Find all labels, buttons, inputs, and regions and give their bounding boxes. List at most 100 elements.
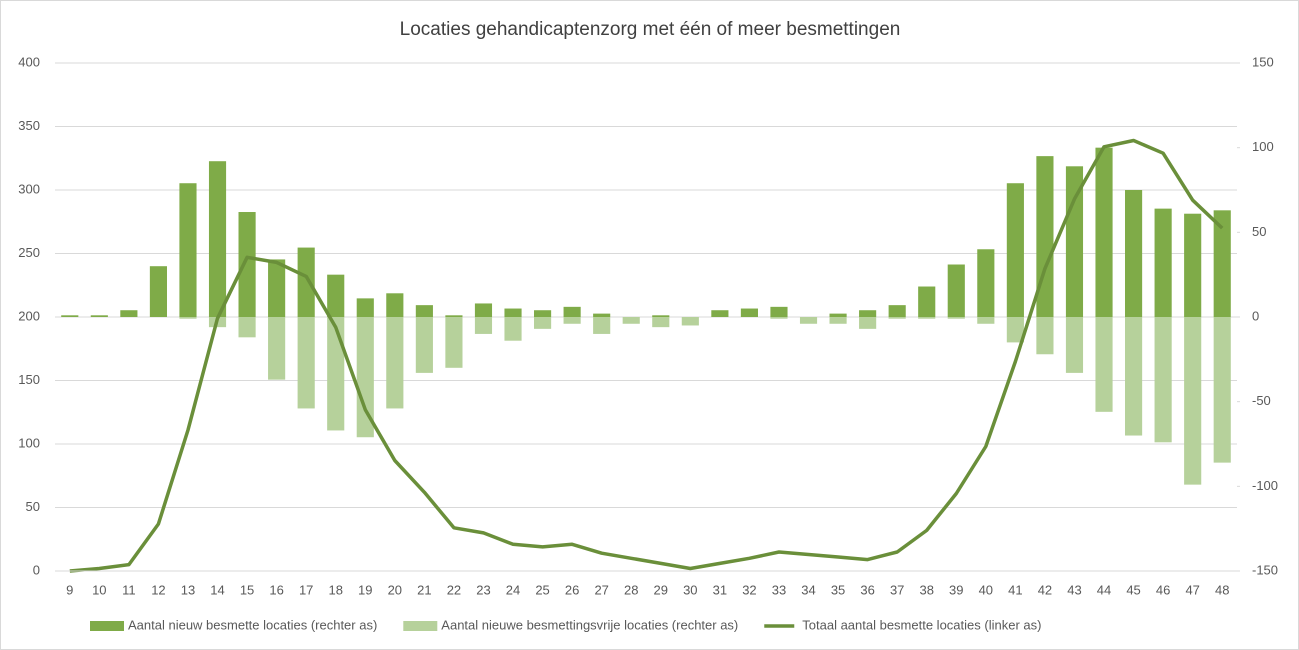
bar <box>1095 147 1113 317</box>
bar <box>179 317 197 319</box>
y2-tick-label: 100 <box>1252 139 1274 154</box>
x-tick-label: 26 <box>565 582 579 597</box>
x-tick-label: 24 <box>506 582 520 597</box>
bar <box>1095 317 1113 412</box>
x-tick-label: 43 <box>1067 582 1081 597</box>
x-tick-label: 37 <box>890 582 904 597</box>
bar <box>563 306 581 317</box>
bar <box>474 303 493 317</box>
bar <box>1184 213 1202 317</box>
legend-swatch <box>90 621 124 631</box>
line <box>69 138 1224 573</box>
bar <box>208 161 227 317</box>
x-tick-label: 23 <box>476 582 490 597</box>
x-tick-label: 19 <box>358 582 372 597</box>
chart-title: Locaties gehandicaptenzorg met één of me… <box>400 19 901 40</box>
bar <box>859 310 877 317</box>
x-tick-label: 16 <box>269 582 283 597</box>
bar <box>504 317 522 341</box>
bar <box>386 317 404 409</box>
x-tick-label: 13 <box>181 582 195 597</box>
bar <box>711 310 729 317</box>
bar <box>386 293 404 317</box>
bar <box>652 315 670 317</box>
y-tick-label: 200 <box>18 308 40 323</box>
bar <box>1213 317 1231 463</box>
bar <box>415 317 433 373</box>
bar <box>534 317 552 329</box>
bar <box>770 317 788 319</box>
bar <box>1006 183 1024 317</box>
x-tick-label: 10 <box>92 582 106 597</box>
bar <box>1006 317 1024 343</box>
x-tick-label: 48 <box>1215 582 1229 597</box>
y-tick-label: 100 <box>18 435 40 450</box>
bar <box>445 317 463 368</box>
bar <box>1065 166 1084 317</box>
bar <box>120 310 138 317</box>
legend-label: Totaal aantal besmette locaties (linker … <box>802 617 1041 632</box>
bar <box>859 317 877 329</box>
bar <box>297 317 315 409</box>
legend-label: Aantal nieuw besmette locaties (rechter … <box>128 617 377 632</box>
bar <box>1065 317 1084 373</box>
x-tick-label: 25 <box>535 582 549 597</box>
y-tick-label: 0 <box>33 562 40 577</box>
y-tick-label: 350 <box>18 118 40 133</box>
bar <box>504 308 522 317</box>
bar <box>1036 317 1054 355</box>
x-tick-label: 31 <box>713 582 727 597</box>
y-tick-label: 50 <box>26 499 40 514</box>
x-tick-label: 41 <box>1008 582 1022 597</box>
bar <box>1125 317 1143 436</box>
bar <box>947 317 965 319</box>
x-tick-label: 46 <box>1156 582 1170 597</box>
legend-label: Aantal nieuwe besmettingsvrije locaties … <box>441 617 738 632</box>
bar <box>947 264 965 317</box>
x-tick-label: 44 <box>1097 582 1111 597</box>
x-tick-label: 9 <box>66 582 73 597</box>
x-tick-label: 22 <box>447 582 461 597</box>
y2-tick-label: 0 <box>1252 308 1259 323</box>
bar <box>918 286 936 317</box>
x-tick-label: 30 <box>683 582 697 597</box>
x-tick-label: 18 <box>328 582 342 597</box>
y2-tick-label: -100 <box>1252 478 1278 493</box>
bar <box>445 315 463 317</box>
x-tick-label: 47 <box>1185 582 1199 597</box>
x-tick-label: 35 <box>831 582 845 597</box>
x-tick-label: 21 <box>417 582 431 597</box>
bar <box>238 212 256 317</box>
x-tick-label: 14 <box>210 582 224 597</box>
bar <box>238 317 256 338</box>
x-tick-label: 45 <box>1126 582 1140 597</box>
x-tick-label: 17 <box>299 582 313 597</box>
bar <box>918 317 936 319</box>
x-tick-label: 38 <box>919 582 933 597</box>
bar <box>888 305 906 317</box>
bar <box>356 317 374 438</box>
x-tick-label: 12 <box>151 582 165 597</box>
x-tick-label: 11 <box>122 582 136 597</box>
legend-swatch <box>403 621 438 631</box>
bar <box>297 247 315 317</box>
y2-tick-label: 50 <box>1252 224 1266 239</box>
x-tick-label: 40 <box>979 582 993 597</box>
x-tick-label: 39 <box>949 582 963 597</box>
x-tick-label: 32 <box>742 582 756 597</box>
bar <box>1154 208 1172 317</box>
bar <box>593 313 611 317</box>
bar <box>327 317 345 431</box>
x-tick-label: 33 <box>772 582 786 597</box>
bar <box>799 317 818 324</box>
bar <box>61 315 79 317</box>
bar <box>149 266 167 317</box>
bar <box>977 317 995 324</box>
y-tick-label: 400 <box>18 54 40 69</box>
bar <box>563 317 581 324</box>
bar <box>90 315 108 317</box>
bar <box>356 298 374 317</box>
bar <box>534 310 552 317</box>
bar <box>327 274 345 317</box>
bar <box>622 317 640 324</box>
